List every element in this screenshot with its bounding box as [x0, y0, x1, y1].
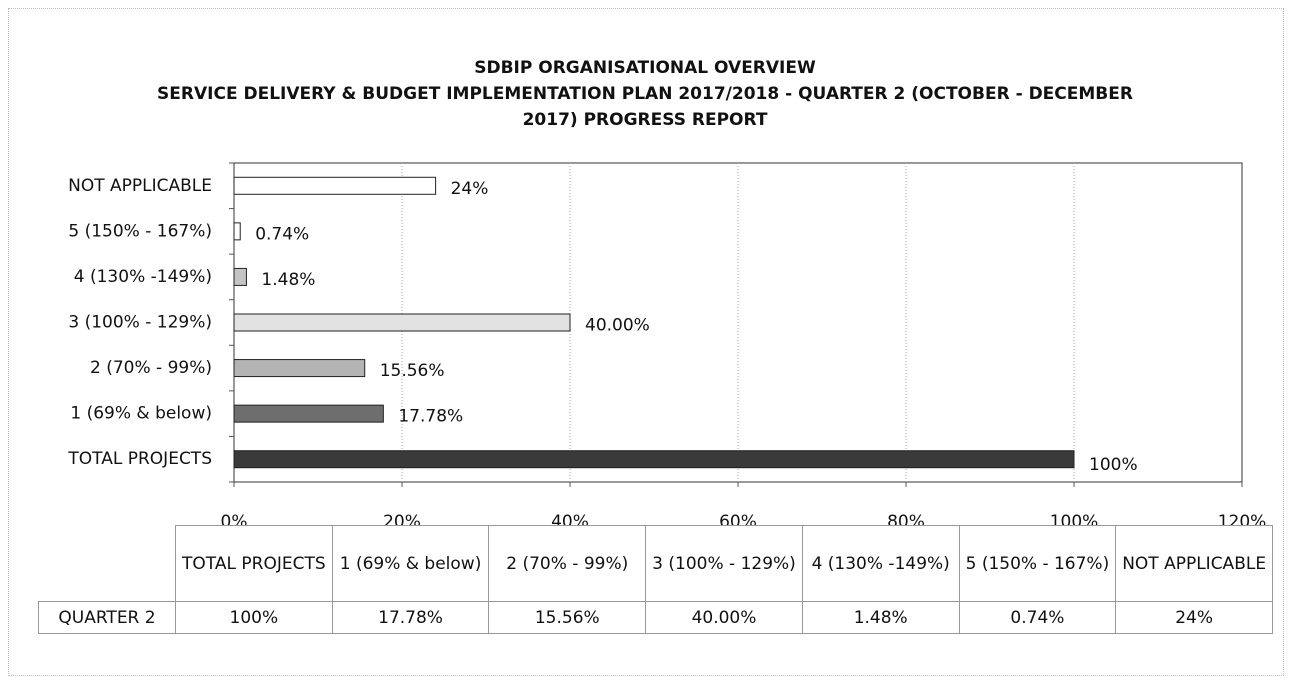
titles: SDBIP ORGANISATIONAL OVERVIEW SERVICE DE…	[140, 55, 1150, 133]
table-cell: 15.56%	[488, 601, 647, 634]
y-tick-label: 4 (130% -149%)	[74, 267, 212, 287]
chart-subtitle: SERVICE DELIVERY & BUDGET IMPLEMENTATION…	[157, 84, 1133, 130]
bar	[233, 359, 366, 378]
chart-title: SDBIP ORGANISATIONAL OVERVIEW	[474, 58, 816, 78]
bar	[233, 176, 437, 195]
data-label: 40.00%	[585, 316, 650, 336]
table-cell: 40.00%	[645, 601, 803, 634]
table-cell: 24%	[1115, 601, 1273, 634]
table-column-header: NOT APPLICABLE	[1115, 525, 1273, 602]
bar	[233, 222, 241, 241]
bar	[233, 313, 571, 332]
data-label: 0.74%	[255, 224, 309, 244]
data-label: 100%	[1089, 455, 1138, 475]
table-cell: 100%	[175, 601, 333, 634]
table-cell: 0.74%	[958, 601, 1117, 634]
table-column-header: 3 (100% - 129%)	[645, 525, 803, 602]
y-tick-label: TOTAL PROJECTS	[67, 449, 212, 469]
table-column-header: 4 (130% -149%)	[801, 525, 960, 602]
table-column-header: 1 (69% & below)	[331, 525, 490, 602]
bar	[233, 450, 1075, 469]
table-row-header: QUARTER 2	[38, 601, 176, 634]
y-tick-label: 3 (100% - 129%)	[68, 313, 212, 333]
data-label: 17.78%	[398, 407, 463, 427]
bar	[233, 267, 247, 286]
data-label: 15.56%	[380, 361, 445, 381]
frame	[8, 8, 1284, 676]
y-tick-label: NOT APPLICABLE	[68, 176, 212, 196]
bar	[233, 404, 384, 423]
table-column-header: 5 (150% - 167%)	[958, 525, 1117, 602]
table-cell: 1.48%	[801, 601, 960, 634]
y-tick-label: 1 (69% & below)	[70, 404, 212, 424]
table-column-header: 2 (70% - 99%)	[488, 525, 647, 602]
data-label: 24%	[451, 179, 489, 199]
table-cell: 17.78%	[331, 601, 490, 634]
table-column-header: TOTAL PROJECTS	[175, 525, 333, 602]
y-tick-label: 5 (150% - 167%)	[68, 221, 212, 241]
data-label: 1.48%	[261, 270, 315, 290]
y-tick-label: 2 (70% - 99%)	[90, 358, 212, 378]
